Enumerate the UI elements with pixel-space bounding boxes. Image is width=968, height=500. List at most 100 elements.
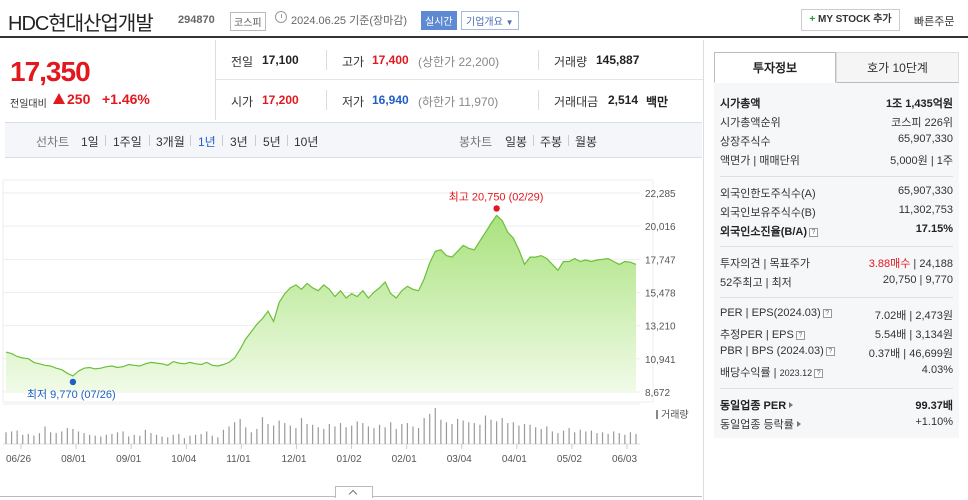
caret-right-icon[interactable] <box>789 402 794 408</box>
y-tick-label: 22,285 <box>645 189 676 200</box>
tab-order-book[interactable]: 호가 10단계 <box>836 52 959 83</box>
divider <box>105 135 106 146</box>
current-price: 17,350 <box>10 56 91 87</box>
quick-order-link[interactable]: 빠른주문 <box>914 16 955 28</box>
volume-bar <box>440 419 442 444</box>
info-row: 동일업종 PER 99.37배 <box>720 395 953 414</box>
upper-limit: (상한가 22,200) <box>418 55 500 69</box>
volume-bar <box>635 433 637 444</box>
low-annotation: 최저 9,770 (07/26) <box>27 388 116 401</box>
help-icon[interactable]: ? <box>822 309 832 318</box>
volume-bar <box>122 431 124 444</box>
volume-bar <box>328 423 330 444</box>
volume-bar <box>574 432 576 444</box>
y-tick-label: 8,672 <box>645 388 670 399</box>
volume-bar <box>200 433 202 444</box>
divider <box>720 176 953 177</box>
prev-close-label: 전일 <box>231 55 254 69</box>
volume-bar <box>116 432 119 444</box>
help-icon[interactable]: ? <box>809 228 818 237</box>
volume-bar <box>468 422 470 444</box>
volume-bar <box>395 428 397 444</box>
plus-icon: + <box>809 14 816 25</box>
quote-row: 시가 17,200 저가 16,940 (하한가 11,970) 거래대금 2,… <box>216 80 703 120</box>
period-1w[interactable]: 1주일 <box>113 135 142 149</box>
volume-bar <box>217 437 219 444</box>
info-row: 투자의견 | 목표주가 3.88매수 | 24,188 <box>720 258 953 270</box>
company-name[interactable]: HDC현대산업개발 <box>8 13 154 35</box>
collapse-chart-button[interactable] <box>335 486 373 498</box>
volume-bar <box>300 418 303 444</box>
volume-bar <box>111 433 113 444</box>
volume-bar <box>417 428 420 444</box>
info-row: 외국인한도주식수(A) 65,907,330 <box>720 183 953 202</box>
company-info-dropdown[interactable]: 기업개요 ▼ <box>461 11 519 30</box>
volume-bar <box>16 430 18 444</box>
volume-bar <box>362 423 364 444</box>
volume-bar <box>445 422 448 444</box>
divider <box>538 90 539 110</box>
volume-bar <box>178 433 180 444</box>
volume-bar <box>523 423 526 444</box>
volume-bar <box>317 427 319 444</box>
volume-bar <box>451 423 453 444</box>
period-3m[interactable]: 3개월 <box>156 135 185 149</box>
period-monthly[interactable]: 월봉 <box>575 135 598 149</box>
volume-bar <box>312 424 314 444</box>
realtime-button[interactable]: 실시간 <box>421 11 457 30</box>
help-icon[interactable]: ? <box>814 369 824 378</box>
volume-bar <box>273 425 275 444</box>
x-tick-label: 10/04 <box>171 454 196 465</box>
volume-bar <box>239 418 241 444</box>
volume-bar <box>434 408 436 444</box>
info-row: 외국인보유주식수(B) 11,302,753 <box>720 202 953 221</box>
est-eps-label: EPS <box>771 329 794 341</box>
period-10y[interactable]: 10년 <box>294 135 319 149</box>
week52-low: 9,770 <box>925 274 953 286</box>
price-summary: 17,350 전일대비 250 +1.46% <box>5 40 215 120</box>
info-row: 52주최고 | 최저 20,750 | 9,770 <box>720 274 953 289</box>
shares: 65,907,330 <box>897 133 953 145</box>
volume-legend: 거래량 <box>661 409 689 421</box>
volume-bar <box>22 434 24 444</box>
volume-bar <box>473 423 475 444</box>
price-chart[interactable]: 22,285 20,016 17,747 15,478 13,210 10,941 8,67… <box>0 160 702 490</box>
period-3y[interactable]: 3년 <box>230 135 248 149</box>
x-tick-label: 05/02 <box>557 454 582 465</box>
info-row: 추정PER | EPS? 5.54배 | 3,134원 <box>720 329 953 341</box>
volume-bar <box>144 429 146 444</box>
help-icon[interactable]: ? <box>825 347 835 356</box>
divider <box>255 135 256 146</box>
period-5y[interactable]: 5년 <box>263 135 281 149</box>
divider <box>287 135 288 146</box>
volume-bar <box>33 435 35 444</box>
volume-bar <box>618 433 620 444</box>
high-value: 17,400 <box>372 53 409 67</box>
foreign-ratio: 17.15% <box>915 223 953 235</box>
help-icon[interactable]: ? <box>795 331 805 340</box>
info-row: PBR | BPS (2024.03)? 0.37배 | 46,699원 <box>720 345 953 360</box>
caret-right-icon[interactable] <box>796 421 801 427</box>
volume-bar <box>596 433 598 444</box>
quote-row: 전일 17,100 고가 17,400 (상한가 22,200) 거래량 145… <box>216 40 703 80</box>
volume-bar <box>345 427 347 444</box>
period-1d[interactable]: 1일 <box>81 135 99 149</box>
volume-bar <box>613 431 615 444</box>
divider <box>533 135 534 146</box>
price-change-percent: +1.46% <box>102 91 150 107</box>
foreign-limit-label: 외국인한도주식수(A) <box>720 188 816 200</box>
par-label: 액면가 | 매매단위 <box>720 155 800 167</box>
divider <box>720 246 953 247</box>
industry-rate: +1.10% <box>915 416 953 428</box>
volume-bar <box>105 434 107 444</box>
period-1y[interactable]: 1년 <box>198 135 216 149</box>
add-mystock-button[interactable]: + MY STOCK 추가 <box>801 9 900 31</box>
volume-legend-swatch <box>656 410 658 419</box>
quote-grid: 전일 17,100 고가 17,400 (상한가 22,200) 거래량 145… <box>215 40 703 120</box>
tab-investment-info[interactable]: 투자정보 <box>714 52 836 83</box>
volume-bar <box>172 434 174 444</box>
period-weekly[interactable]: 주봉 <box>540 135 563 149</box>
volume-bar <box>66 428 68 444</box>
period-daily[interactable]: 일봉 <box>505 135 528 149</box>
